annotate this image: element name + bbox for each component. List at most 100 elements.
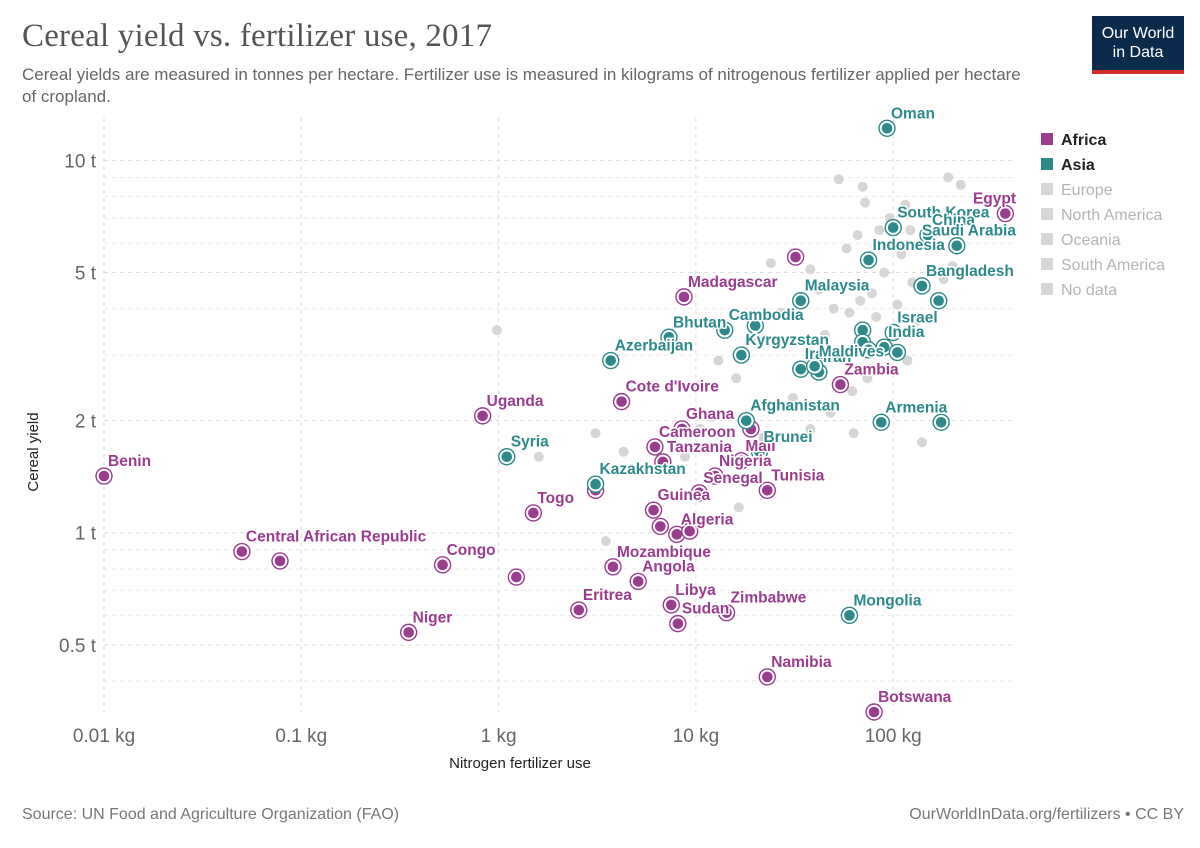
data-point-asia[interactable] [948,237,966,255]
data-point-africa[interactable] [433,556,452,574]
data-point-other[interactable] [833,350,844,361]
data-point-asia[interactable] [929,291,948,310]
data-point-africa[interactable] [644,501,663,519]
data-point-other[interactable] [679,451,690,462]
data-point-other[interactable] [813,284,824,295]
data-point-africa[interactable] [758,481,776,500]
data-point-asia[interactable] [498,448,516,466]
data-point-other[interactable] [938,274,949,285]
data-point-other[interactable] [695,423,706,434]
data-point-asia[interactable] [805,357,824,375]
data-point-other[interactable] [855,295,866,306]
data-point-africa[interactable] [865,703,883,721]
data-point-africa[interactable] [646,438,664,456]
data-point-asia[interactable] [888,343,907,362]
data-point-other[interactable] [745,334,756,345]
data-point-other[interactable] [765,258,776,269]
data-point-other[interactable] [902,355,913,366]
data-point-asia[interactable] [792,360,810,378]
data-point-other[interactable] [776,307,787,318]
data-point-other[interactable] [841,243,852,254]
data-point-africa[interactable] [233,542,251,561]
data-point-africa[interactable] [786,248,805,266]
data-point-other[interactable] [871,311,882,322]
data-point-africa[interactable] [399,623,418,642]
data-point-other[interactable] [905,225,916,236]
legend-item[interactable]: Oceania [1041,232,1121,249]
data-point-africa[interactable] [651,517,670,536]
data-point-other[interactable] [874,225,885,236]
data-point-other[interactable] [896,249,907,260]
legend-item[interactable]: Asia [1041,157,1095,174]
data-point-asia[interactable] [884,323,902,342]
data-point-africa[interactable] [612,392,631,411]
data-point-africa[interactable] [473,407,492,425]
data-point-asia[interactable] [716,321,734,339]
data-point-africa[interactable] [654,453,672,471]
data-point-africa[interactable] [690,484,708,502]
data-point-other[interactable] [713,355,724,366]
data-point-other[interactable] [833,174,844,185]
data-point-other[interactable] [848,428,859,439]
legend-item[interactable]: Europe [1041,182,1113,199]
data-point-africa[interactable] [996,204,1015,223]
data-point-asia[interactable] [840,606,859,625]
data-point-other[interactable] [860,197,871,208]
data-point-asia[interactable] [884,218,902,237]
data-point-africa[interactable] [831,375,850,394]
data-point-asia[interactable] [737,411,755,430]
data-point-africa[interactable] [570,601,588,619]
data-point-other[interactable] [590,428,601,439]
data-point-other[interactable] [947,261,958,272]
data-point-other[interactable] [805,423,816,434]
data-point-asia[interactable] [932,413,950,431]
data-point-other[interactable] [862,373,873,384]
data-point-other[interactable] [866,288,877,299]
data-point-africa[interactable] [669,614,687,633]
data-point-other[interactable] [706,411,717,422]
data-point-other[interactable] [910,316,921,327]
data-point-africa[interactable] [507,568,526,586]
data-point-africa[interactable] [95,467,113,485]
data-point-other[interactable] [533,451,544,462]
data-point-other[interactable] [733,502,744,513]
data-point-asia[interactable] [875,338,893,356]
data-point-other[interactable] [828,303,839,314]
data-point-asia[interactable] [602,351,620,370]
data-point-africa[interactable] [758,668,776,686]
license-link[interactable]: OurWorldInData.org/fertilizers • CC BY [909,806,1184,823]
data-point-other[interactable] [825,407,836,418]
data-point-other[interactable] [917,437,928,448]
data-point-other[interactable] [928,208,939,219]
data-point-other[interactable] [491,325,502,336]
data-point-africa[interactable] [629,572,647,591]
data-point-africa[interactable] [673,420,691,438]
data-point-other[interactable] [892,299,903,310]
data-point-other[interactable] [955,179,966,190]
data-point-other[interactable] [618,446,629,457]
data-point-other[interactable] [600,536,611,547]
data-point-other[interactable] [943,172,954,183]
data-point-asia[interactable] [586,475,605,493]
data-point-other[interactable] [844,307,855,318]
data-point-other[interactable] [819,329,830,340]
data-point-asia[interactable] [859,341,878,359]
data-point-africa[interactable] [717,603,736,622]
data-point-africa[interactable] [271,552,289,570]
data-point-other[interactable] [857,181,868,192]
legend-item[interactable]: No data [1041,282,1117,299]
data-point-other[interactable] [805,264,816,275]
data-point-asia[interactable] [746,316,765,335]
data-point-other[interactable] [879,267,890,278]
legend-item[interactable]: South America [1041,257,1165,274]
legend-item[interactable]: Africa [1041,132,1106,149]
data-point-africa[interactable] [680,522,699,540]
data-point-other[interactable] [836,280,847,291]
legend-item[interactable]: North America [1041,207,1162,224]
data-point-asia[interactable] [732,346,751,364]
data-point-africa[interactable] [675,288,693,306]
data-point-asia[interactable] [919,226,937,244]
data-point-africa[interactable] [706,467,724,485]
data-point-other[interactable] [900,199,911,210]
data-point-africa[interactable] [662,596,680,614]
